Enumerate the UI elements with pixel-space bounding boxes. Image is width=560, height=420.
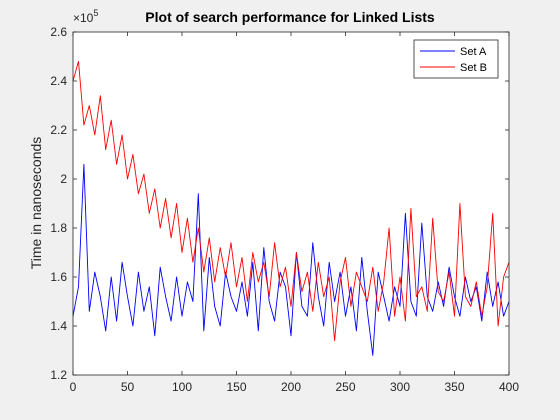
x-tick-label: 200 [281,380,301,394]
y-exponent-base: ×10 [73,11,94,25]
x-tick-label: 300 [390,380,410,394]
plot-area [73,32,509,375]
legend-box [413,39,499,79]
y-axis: 1.2 1.4 1.6 1.8 2 2.2 2.4 2.6 [50,25,509,382]
x-tick-label: 0 [70,380,77,394]
legend-label-set-a: Set A [460,46,487,58]
x-tick-label: 250 [335,380,355,394]
x-axis: 0 50 100 150 200 250 300 350 400 [70,32,519,394]
y-tick-label: 1.8 [50,221,67,235]
x-tick-label: 350 [444,380,464,394]
y-exponent-power: 5 [93,8,98,18]
y-exponent-label: ×105 [73,8,98,25]
chart-title: Plot of search performance for Linked Li… [145,9,435,25]
legend-label-set-b: Set B [460,62,487,74]
x-tick-label: 400 [499,380,519,394]
y-tick-label: 2.2 [50,123,67,137]
x-tick-label: 50 [121,380,135,394]
y-tick-label: 2.6 [50,25,67,39]
series-layer [72,60,510,356]
x-tick-label: 100 [172,380,192,394]
y-tick-label: 1.6 [50,270,67,284]
series-line-set-a [72,163,510,356]
y-axis-label: Time in nanoseconds [28,137,44,270]
x-tick-label: 150 [226,380,246,394]
y-tick-label: 2 [60,172,67,186]
legend: Set A Set B [413,39,499,79]
y-tick-label: 1.2 [50,368,67,382]
y-tick-label: 1.4 [50,319,67,333]
y-tick-label: 2.4 [50,74,67,88]
series-line-set-b [72,60,510,342]
